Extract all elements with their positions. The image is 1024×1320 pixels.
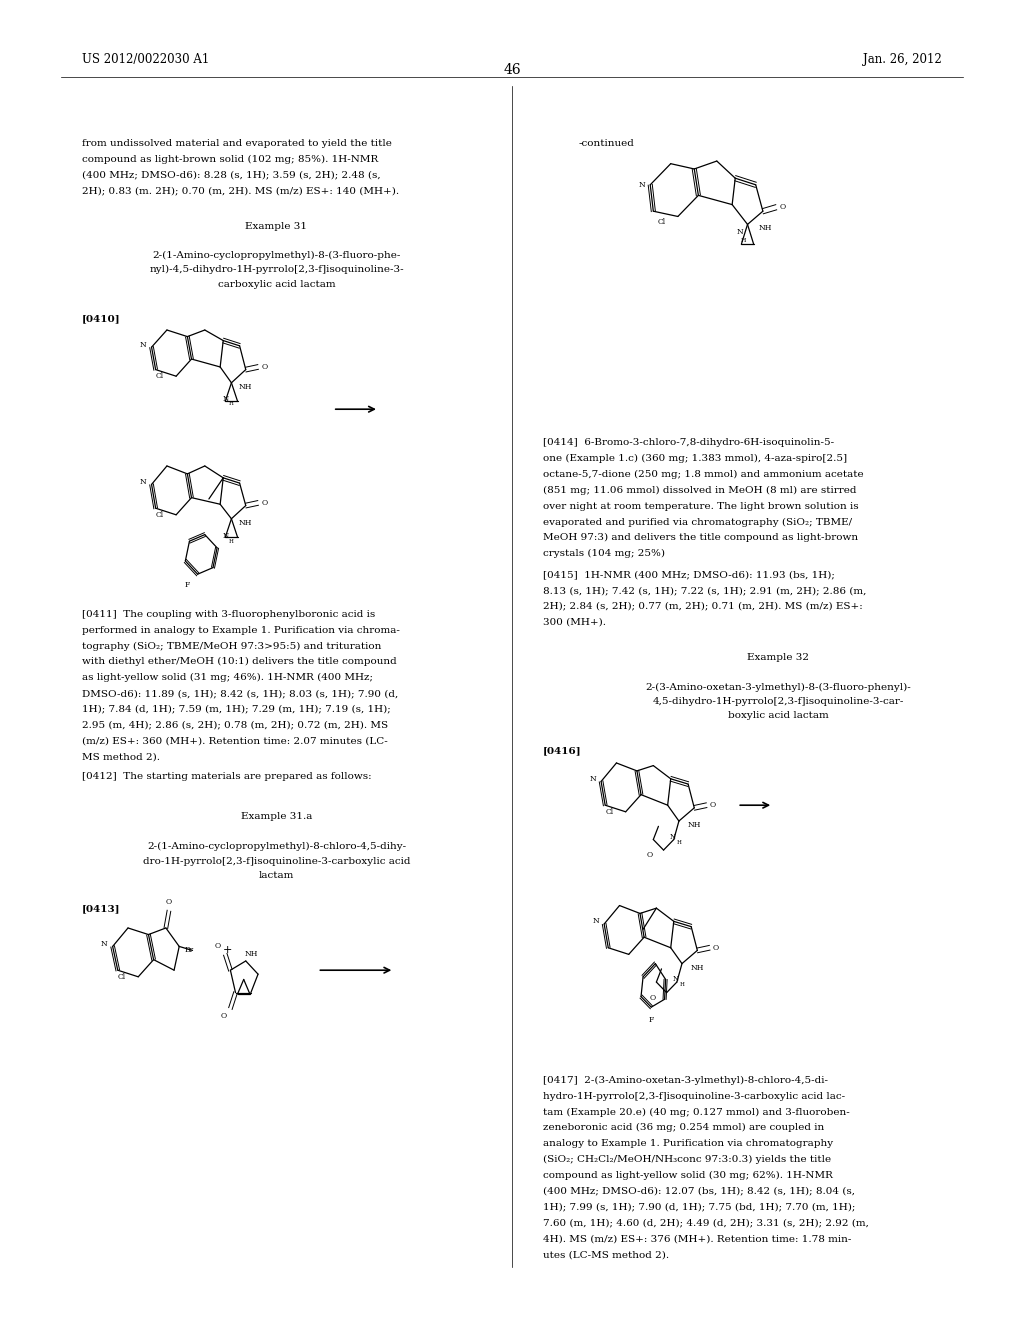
Text: [0414]  6-Bromo-3-chloro-7,8-dihydro-6H-isoquinolin-5-: [0414] 6-Bromo-3-chloro-7,8-dihydro-6H-i… [543,438,834,447]
Text: O: O [710,801,716,809]
Text: [0413]: [0413] [82,904,121,913]
Text: O: O [646,851,652,859]
Text: 4,5-dihydro-1H-pyrrolo[2,3-f]isoquinoline-3-car-: 4,5-dihydro-1H-pyrrolo[2,3-f]isoquinolin… [652,697,904,706]
Text: one (Example 1.c) (360 mg; 1.383 mmol), 4-aza-spiro[2.5]: one (Example 1.c) (360 mg; 1.383 mmol), … [543,454,847,463]
Text: NH: NH [239,383,253,391]
Text: 1H); 7.99 (s, 1H); 7.90 (d, 1H); 7.75 (bd, 1H); 7.70 (m, 1H);: 1H); 7.99 (s, 1H); 7.90 (d, 1H); 7.75 (b… [543,1203,855,1212]
Text: boxylic acid lactam: boxylic acid lactam [728,711,828,721]
Text: as light-yellow solid (31 mg; 46%). 1H-NMR (400 MHz;: as light-yellow solid (31 mg; 46%). 1H-N… [82,673,373,682]
Text: [0411]  The coupling with 3-fluorophenylboronic acid is: [0411] The coupling with 3-fluorophenylb… [82,610,375,619]
Text: MeOH 97:3) and delivers the title compound as light-brown: MeOH 97:3) and delivers the title compou… [543,533,858,543]
Text: O: O [713,944,719,952]
Text: 2H); 0.83 (m. 2H); 0.70 (m, 2H). MS (m/z) ES+: 140 (MH+).: 2H); 0.83 (m. 2H); 0.70 (m, 2H). MS (m/z… [82,186,399,195]
Text: [0412]  The starting materials are prepared as follows:: [0412] The starting materials are prepar… [82,772,372,781]
Text: N: N [639,181,645,189]
Text: US 2012/0022030 A1: US 2012/0022030 A1 [82,53,209,66]
Text: +: + [222,945,232,956]
Text: [0415]  1H-NMR (400 MHz; DMSO-d6): 11.93 (bs, 1H);: [0415] 1H-NMR (400 MHz; DMSO-d6): 11.93 … [543,570,835,579]
Text: N: N [140,341,146,348]
Text: lactam: lactam [259,871,294,880]
Text: H: H [740,238,746,243]
Text: 4H). MS (m/z) ES+: 376 (MH+). Retention time: 1.78 min-: 4H). MS (m/z) ES+: 376 (MH+). Retention … [543,1234,851,1243]
Text: Cl: Cl [118,973,126,981]
Text: N: N [101,940,108,948]
Text: Br: Br [185,946,194,954]
Text: O: O [779,203,785,211]
Text: Cl: Cl [657,218,666,226]
Text: Cl: Cl [156,372,164,380]
Text: octane-5,7-dione (250 mg; 1.8 mmol) and ammonium acetate: octane-5,7-dione (250 mg; 1.8 mmol) and … [543,470,863,479]
Text: nyl)-4,5-dihydro-1H-pyrrolo[2,3-f]isoquinoline-3-: nyl)-4,5-dihydro-1H-pyrrolo[2,3-f]isoqui… [150,265,403,275]
Text: H: H [229,539,233,544]
Text: F: F [184,581,190,589]
Text: (851 mg; 11.06 mmol) dissolved in MeOH (8 ml) are stirred: (851 mg; 11.06 mmol) dissolved in MeOH (… [543,486,856,495]
Text: N: N [593,917,599,925]
Text: tography (SiO₂; TBME/MeOH 97:3>95:5) and trituration: tography (SiO₂; TBME/MeOH 97:3>95:5) and… [82,642,381,651]
Text: Jan. 26, 2012: Jan. 26, 2012 [863,53,942,66]
Text: [0417]  2-(3-Amino-oxetan-3-ylmethyl)-8-chloro-4,5-di-: [0417] 2-(3-Amino-oxetan-3-ylmethyl)-8-c… [543,1076,827,1085]
Text: 2.95 (m, 4H); 2.86 (s, 2H); 0.78 (m, 2H); 0.72 (m, 2H). MS: 2.95 (m, 4H); 2.86 (s, 2H); 0.78 (m, 2H)… [82,721,388,730]
Text: O: O [215,942,221,950]
Text: MS method 2).: MS method 2). [82,752,160,762]
Text: N: N [670,833,676,841]
Text: 2-(1-Amino-cyclopropylmethyl)-8-(3-fluoro-phe-: 2-(1-Amino-cyclopropylmethyl)-8-(3-fluor… [153,251,400,260]
Text: Example 31.a: Example 31.a [241,812,312,821]
Text: 2-(1-Amino-cyclopropylmethyl)-8-chloro-4,5-dihy-: 2-(1-Amino-cyclopropylmethyl)-8-chloro-4… [146,842,407,851]
Text: Example 32: Example 32 [748,653,809,663]
Text: with diethyl ether/MeOH (10:1) delivers the title compound: with diethyl ether/MeOH (10:1) delivers … [82,657,396,667]
Text: O: O [261,363,267,371]
Text: N: N [140,478,146,486]
Text: N: N [737,228,743,236]
Text: utes (LC-MS method 2).: utes (LC-MS method 2). [543,1250,669,1259]
Text: crystals (104 mg; 25%): crystals (104 mg; 25%) [543,549,665,558]
Text: (SiO₂; CH₂Cl₂/MeOH/NH₃conc 97:3:0.3) yields the title: (SiO₂; CH₂Cl₂/MeOH/NH₃conc 97:3:0.3) yie… [543,1155,830,1164]
Text: carboxylic acid lactam: carboxylic acid lactam [218,280,335,289]
Text: compound as light-brown solid (102 mg; 85%). 1H-NMR: compound as light-brown solid (102 mg; 8… [82,154,378,164]
Text: 46: 46 [503,63,521,78]
Text: hydro-1H-pyrrolo[2,3-f]isoquinoline-3-carboxylic acid lac-: hydro-1H-pyrrolo[2,3-f]isoquinoline-3-ca… [543,1092,845,1101]
Text: H: H [229,401,233,407]
Text: dro-1H-pyrrolo[2,3-f]isoquinoline-3-carboxylic acid: dro-1H-pyrrolo[2,3-f]isoquinoline-3-carb… [142,857,411,866]
Text: from undissolved material and evaporated to yield the title: from undissolved material and evaporated… [82,139,392,148]
Text: DMSO-d6): 11.89 (s, 1H); 8.42 (s, 1H); 8.03 (s, 1H); 7.90 (d,: DMSO-d6): 11.89 (s, 1H); 8.42 (s, 1H); 8… [82,689,398,698]
Text: H: H [677,840,681,845]
Text: N: N [222,532,228,540]
Text: 8.13 (s, 1H); 7.42 (s, 1H); 7.22 (s, 1H); 2.91 (m, 2H); 2.86 (m,: 8.13 (s, 1H); 7.42 (s, 1H); 7.22 (s, 1H)… [543,586,866,595]
Text: O: O [649,994,655,1002]
Text: N: N [590,775,596,783]
Text: Example 31: Example 31 [246,222,307,231]
Text: tam (Example 20.e) (40 mg; 0.127 mmol) and 3-fluoroben-: tam (Example 20.e) (40 mg; 0.127 mmol) a… [543,1107,850,1117]
Text: 1H); 7.84 (d, 1H); 7.59 (m, 1H); 7.29 (m, 1H); 7.19 (s, 1H);: 1H); 7.84 (d, 1H); 7.59 (m, 1H); 7.29 (m… [82,705,391,714]
Text: O: O [166,898,172,906]
Text: Cl: Cl [156,511,164,519]
Text: evaporated and purified via chromatography (SiO₂; TBME/: evaporated and purified via chromatograp… [543,517,852,527]
Text: zeneboronic acid (36 mg; 0.254 mmol) are coupled in: zeneboronic acid (36 mg; 0.254 mmol) are… [543,1123,824,1133]
Text: 7.60 (m, 1H); 4.60 (d, 2H); 4.49 (d, 2H); 3.31 (s, 2H); 2.92 (m,: 7.60 (m, 1H); 4.60 (d, 2H); 4.49 (d, 2H)… [543,1218,868,1228]
Text: NH: NH [244,950,258,958]
Text: [0416]: [0416] [543,746,582,755]
Text: 2-(3-Amino-oxetan-3-ylmethyl)-8-(3-fluoro-phenyl)-: 2-(3-Amino-oxetan-3-ylmethyl)-8-(3-fluor… [645,682,911,692]
Text: (m/z) ES+: 360 (MH+). Retention time: 2.07 minutes (LC-: (m/z) ES+: 360 (MH+). Retention time: 2.… [82,737,388,746]
Text: NH: NH [687,821,701,829]
Text: F: F [648,1016,654,1024]
Text: N: N [673,975,679,983]
Text: H: H [680,982,684,987]
Text: [0410]: [0410] [82,314,121,323]
Text: O: O [220,1012,226,1020]
Text: -continued: -continued [579,139,635,148]
Text: N: N [222,395,228,403]
Text: Cl: Cl [605,808,613,816]
Text: analogy to Example 1. Purification via chromatography: analogy to Example 1. Purification via c… [543,1139,833,1148]
Text: over night at room temperature. The light brown solution is: over night at room temperature. The ligh… [543,502,858,511]
Text: 2H); 2.84 (s, 2H); 0.77 (m, 2H); 0.71 (m, 2H). MS (m/z) ES+:: 2H); 2.84 (s, 2H); 0.77 (m, 2H); 0.71 (m… [543,602,862,611]
Text: (400 MHz; DMSO-d6): 12.07 (bs, 1H); 8.42 (s, 1H); 8.04 (s,: (400 MHz; DMSO-d6): 12.07 (bs, 1H); 8.42… [543,1187,855,1196]
Text: NH: NH [690,964,705,972]
Text: 300 (MH+).: 300 (MH+). [543,618,606,627]
Text: compound as light-yellow solid (30 mg; 62%). 1H-NMR: compound as light-yellow solid (30 mg; 6… [543,1171,833,1180]
Text: NH: NH [758,224,772,232]
Text: O: O [261,499,267,507]
Text: NH: NH [239,519,253,527]
Text: performed in analogy to Example 1. Purification via chroma-: performed in analogy to Example 1. Purif… [82,626,399,635]
Text: (400 MHz; DMSO-d6): 8.28 (s, 1H); 3.59 (s, 2H); 2.48 (s,: (400 MHz; DMSO-d6): 8.28 (s, 1H); 3.59 (… [82,170,381,180]
